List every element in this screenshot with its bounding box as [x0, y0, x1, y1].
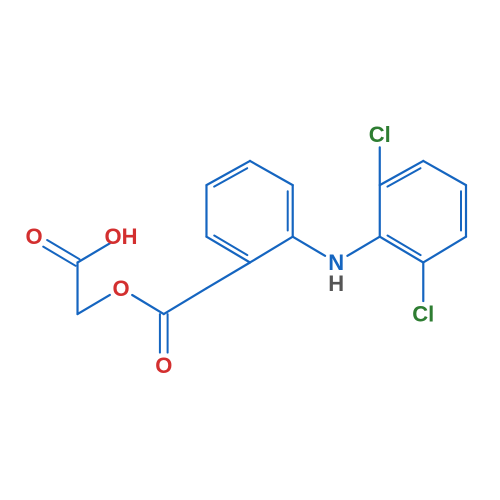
atom-label-oh: OH	[105, 224, 138, 249]
molecule-diagram: OOOOHNHClCl	[0, 0, 500, 500]
atom-label-oDbl1: O	[155, 353, 172, 378]
atom-label-cl2: Cl	[412, 302, 434, 327]
atom-label-nh-h: H	[328, 271, 344, 296]
atom-label-oDbl2: O	[25, 224, 42, 249]
atom-label-cl1: Cl	[369, 122, 391, 147]
atom-label-oEster: O	[112, 276, 129, 301]
